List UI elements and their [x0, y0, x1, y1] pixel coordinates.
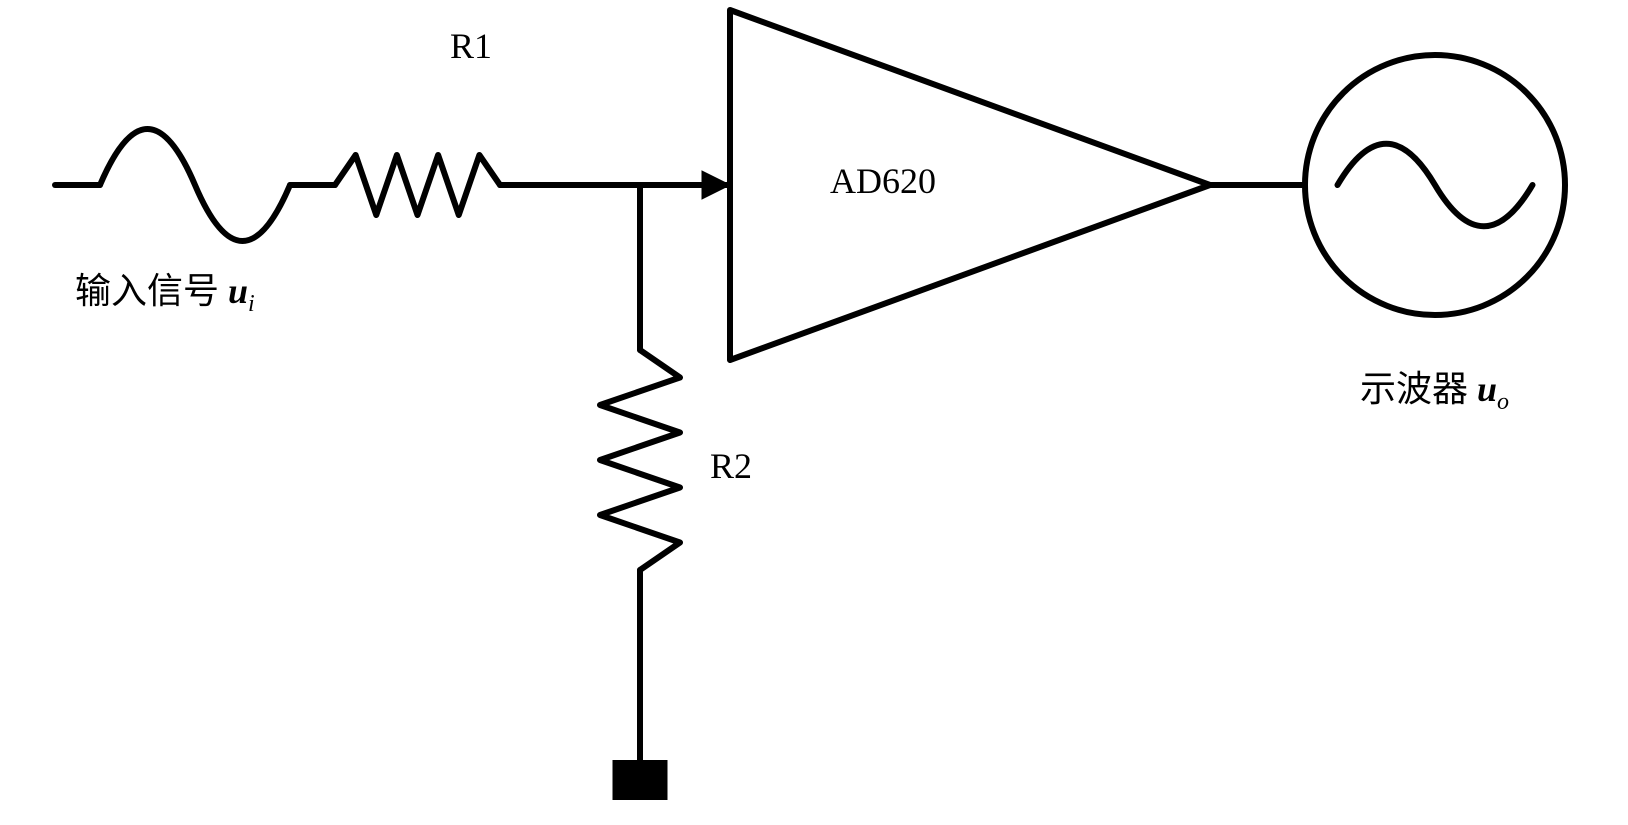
- amplifier-triangle: [730, 10, 1210, 360]
- label-scope-sub: o: [1497, 389, 1509, 415]
- label-r1: R1: [450, 25, 492, 67]
- label-input: 输入信号 ui: [75, 262, 255, 318]
- label-input-sym: u: [228, 271, 248, 311]
- label-scope-prefix: 示波器: [1360, 369, 1477, 409]
- label-input-prefix: 输入信号: [75, 271, 228, 311]
- input-sine-icon: [100, 129, 290, 241]
- resistor-r2: [600, 350, 680, 570]
- oscilloscope-sine-icon: [1338, 144, 1533, 227]
- ground-icon: [613, 760, 668, 800]
- label-scope-sym: u: [1477, 369, 1497, 409]
- label-amplifier: AD620: [830, 160, 936, 202]
- resistor-r1: [335, 155, 500, 215]
- label-oscilloscope: 示波器 uo: [1360, 360, 1509, 416]
- arrowhead-icon: [702, 171, 730, 199]
- label-r2: R2: [710, 445, 752, 487]
- label-input-sub: i: [248, 291, 255, 317]
